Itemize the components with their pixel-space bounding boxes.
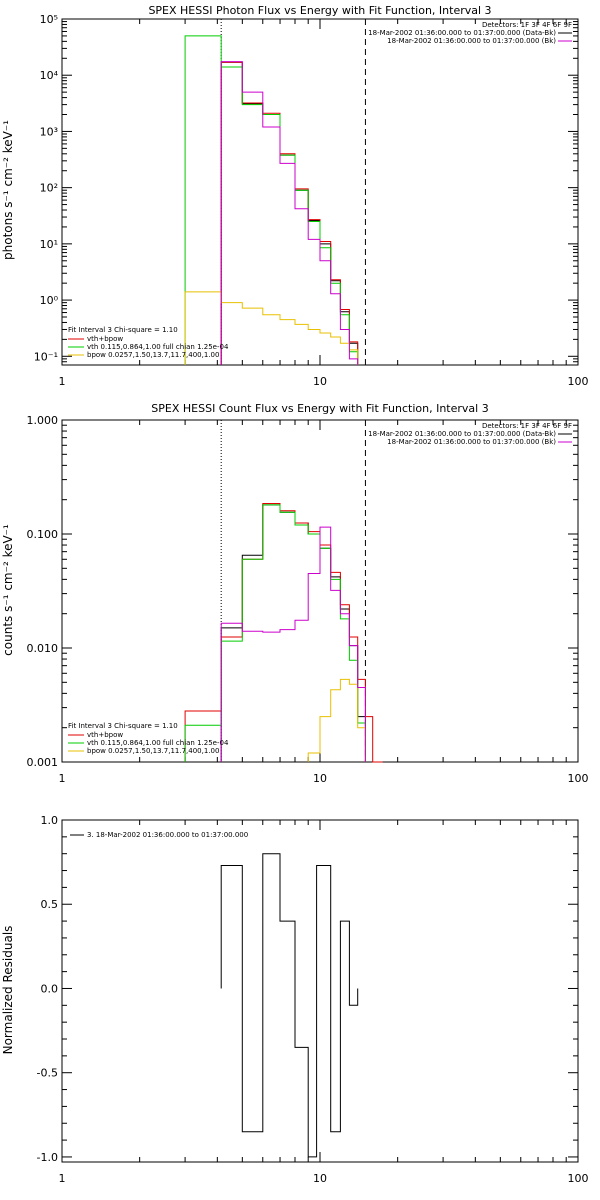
photon-detectors-label: Detectors: 1F 3F 4F 6F 9F <box>482 21 572 29</box>
count-fit-header: Fit Interval 3 Chi-square = 1.10 <box>68 722 178 730</box>
residuals-panel: Normalized Residuals 1 10 100 -1.0 -0.5 0.… <box>1 814 589 1185</box>
y-tick-label: 0.5 <box>41 898 59 911</box>
residuals-series-marks <box>220 853 359 1158</box>
photon-fit-legend: Fit Interval 3 Chi-square = 1.10 vth+bpo… <box>68 326 229 359</box>
series-data-step-line <box>220 504 366 762</box>
y-tick-label: 0.0 <box>41 982 59 995</box>
photon-data-interval-label: 18-Mar-2002 01:36:00.000 to 01:37:00.000… <box>368 29 556 37</box>
series-bpow-step-line <box>307 678 366 762</box>
photon-x-tick-1: 1 <box>59 375 66 388</box>
count-panel-title: SPEX HESSI Count Flux vs Energy with Fit… <box>151 402 488 415</box>
residuals-x-tick-10: 10 <box>313 1172 327 1185</box>
residuals-legend-label: 3. 18-Mar-2002 01:36:00.000 to 01:37:00.… <box>87 831 248 839</box>
y-tick-label: 10² <box>40 182 58 195</box>
y-tick-label: 10⁻¹ <box>34 350 58 363</box>
photon-axis-ticks <box>61 18 579 366</box>
residuals-ylabel: Normalized Residuals <box>1 926 15 1055</box>
y-tick-label: 10³ <box>40 125 58 138</box>
photon-fit-entry-bpow: bpow 0.0257,1.50,13.7,11.7,400,1.00 <box>87 351 219 359</box>
y-tick-label: 10¹ <box>40 238 58 251</box>
y-tick-label: -1.0 <box>37 1151 58 1164</box>
y-tick-label: 1.000 <box>27 414 59 427</box>
count-data-interval-label: 18-Mar-2002 01:36:00.000 to 01:37:00.000… <box>368 430 556 438</box>
count-bk-interval-label: 18-Mar-2002 01:36:00.000 to 01:37:00.000… <box>387 438 556 446</box>
count-axis-ticks <box>61 419 579 763</box>
series-data-step-line <box>220 853 359 1158</box>
count-fit-entry-vth: vth 0.115,0.864,1.00 full chian 1.25e-04 <box>87 739 229 747</box>
series-vth-step-line <box>184 504 366 762</box>
residuals-plot-frame <box>61 819 579 1163</box>
series-vth-step-line <box>184 35 359 365</box>
series-background-step-line <box>220 526 366 762</box>
y-tick-label: 1.0 <box>41 814 59 827</box>
count-plot-frame <box>61 419 579 763</box>
y-tick-label: 0.100 <box>27 528 59 541</box>
photon-series-marks <box>184 35 359 365</box>
photon-fit-entry-total: vth+bpow <box>87 335 123 343</box>
series-total-step-line <box>184 503 383 763</box>
residuals-x-tick-100: 100 <box>568 1172 589 1185</box>
series-background-step-line <box>220 61 359 365</box>
y-tick-label: 10⁰ <box>40 294 59 307</box>
count-panel-ylabel: counts s⁻¹ cm⁻² keV⁻¹ <box>1 524 15 656</box>
photon-x-tick-10: 10 <box>313 375 327 388</box>
residuals-legend: 3. 18-Mar-2002 01:36:00.000 to 01:37:00.… <box>70 831 248 839</box>
residuals-x-tick-1: 1 <box>59 1172 66 1185</box>
residuals-axis-ticks <box>61 819 579 1162</box>
photon-panel-title: SPEX HESSI Photon Flux vs Energy with Fi… <box>148 4 491 17</box>
photon-plot-frame <box>61 18 579 366</box>
count-fit-entry-bpow: bpow 0.0257,1.50,13.7,11.7,400,1.00 <box>87 747 219 755</box>
y-tick-label: 10⁵ <box>40 13 58 26</box>
y-tick-label: 10⁴ <box>40 69 59 82</box>
photon-x-tick-100: 100 <box>568 375 589 388</box>
count-flux-panel: SPEX HESSI Count Flux vs Energy with Fit… <box>1 402 589 785</box>
photon-bk-interval-label: 18-Mar-2002 01:36:00.000 to 01:37:00.000… <box>387 37 556 45</box>
photon-panel-ylabel: photons s⁻¹ cm⁻² keV⁻¹ <box>1 120 15 260</box>
count-x-tick-1: 1 <box>59 772 66 785</box>
series-bpow-step-line <box>184 291 359 365</box>
count-x-tick-100: 100 <box>568 772 589 785</box>
y-tick-label: 0.010 <box>27 642 59 655</box>
count-y-tick-labels: 0.001 0.010 0.100 1.000 <box>27 414 59 769</box>
count-fit-legend: Fit Interval 3 Chi-square = 1.10 vth+bpo… <box>68 722 229 755</box>
photon-fit-entry-vth: vth 0.115,0.864,1.00 full chian 1.25e-04 <box>87 343 229 351</box>
count-top-legend: Detectors: 1F 3F 4F 6F 9F 18-Mar-2002 01… <box>368 422 572 446</box>
count-fit-range-lines <box>220 420 366 762</box>
photon-fit-range-lines <box>220 19 366 365</box>
photon-y-tick-labels: 10⁻¹ 10⁰ 10¹ 10² 10³ 10⁴ 10⁵ <box>34 13 59 363</box>
photon-flux-panel: SPEX HESSI Photon Flux vs Energy with Fi… <box>1 4 589 388</box>
count-fit-entry-total: vth+bpow <box>87 731 123 739</box>
y-tick-label: -0.5 <box>37 1067 58 1080</box>
y-tick-label: 0.001 <box>27 756 59 769</box>
photon-top-legend: Detectors: 1F 3F 4F 6F 9F 18-Mar-2002 01… <box>368 21 572 45</box>
count-detectors-label: Detectors: 1F 3F 4F 6F 9F <box>482 422 572 430</box>
count-x-tick-10: 10 <box>313 772 327 785</box>
residuals-y-tick-labels: -1.0 -0.5 0.0 0.5 1.0 <box>37 814 58 1164</box>
photon-fit-header: Fit Interval 3 Chi-square = 1.10 <box>68 326 178 334</box>
count-series-marks <box>184 503 383 763</box>
